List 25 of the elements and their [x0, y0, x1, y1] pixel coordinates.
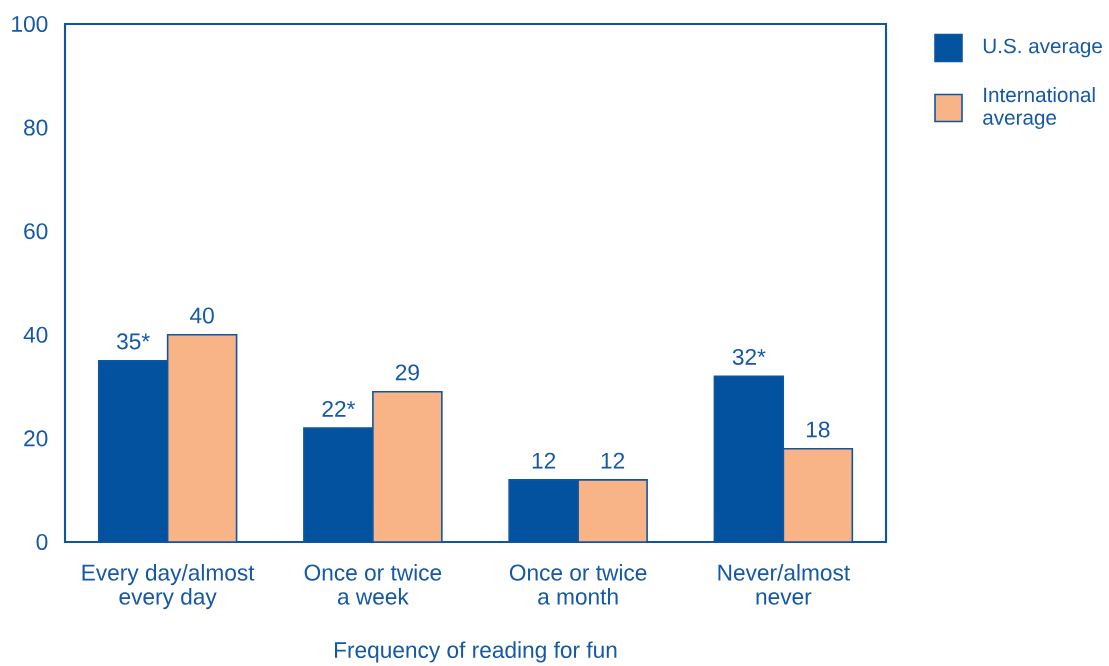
y-tick-label: 40	[23, 326, 48, 343]
data-label: 29	[395, 364, 419, 381]
y-tick-label: 20	[24, 430, 48, 447]
x-tick-label: Once or twice a month	[509, 564, 647, 605]
bar	[372, 391, 442, 542]
x-tick-label: Never/almost never	[718, 564, 850, 605]
data-label: 18	[806, 421, 830, 438]
legend-label: International average	[983, 87, 1095, 129]
y-tick-label: 0	[36, 533, 48, 551]
data-label: 35*	[116, 333, 150, 350]
legend-label: U.S. average	[983, 38, 1102, 58]
data-label: 12	[601, 452, 625, 469]
x-tick-label: Every day/almost every day	[82, 564, 255, 610]
x-axis-title: Frequency of reading for fun	[334, 641, 617, 663]
data-label: 22*	[322, 400, 356, 417]
y-tick-label: 80	[24, 119, 48, 136]
y-tick-label: 60	[24, 223, 48, 240]
y-tick-label: 100	[12, 15, 48, 33]
x-tick-label: Once or twice a week	[304, 564, 442, 605]
bar	[166, 333, 238, 542]
bar	[782, 447, 854, 542]
data-label: 32*	[732, 348, 766, 365]
data-label: 12	[532, 452, 556, 469]
bar	[577, 479, 648, 542]
data-label: 40	[190, 307, 214, 324]
